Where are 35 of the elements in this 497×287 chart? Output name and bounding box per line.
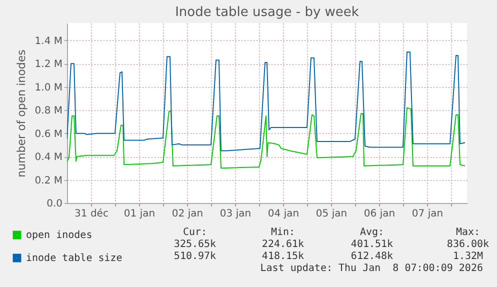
text: Cur: xyxy=(182,227,208,238)
text: 418.15k xyxy=(260,251,306,262)
legend-label: open inodes xyxy=(26,230,92,241)
y-tick-label: 0.2 M xyxy=(34,175,62,186)
text: 401.51k xyxy=(350,239,394,250)
text: 510.97k xyxy=(172,251,218,262)
y-tick-label: 1.0 M xyxy=(34,82,62,94)
y-tick-label: 0.0 xyxy=(46,198,62,210)
x-tick-label: 03 jan xyxy=(220,208,252,220)
line-series xyxy=(67,107,466,169)
text: 612.48k xyxy=(350,251,394,262)
text: 325.65k xyxy=(172,239,218,250)
text: Min: xyxy=(270,227,296,238)
x-tick-label: 06 jan xyxy=(364,208,396,220)
y-tick-label: 0.6 M xyxy=(34,128,62,140)
x-tick-label: 07 jan xyxy=(412,208,444,220)
y-tick-label: 1.2 M xyxy=(34,59,62,70)
y-tick-label: 1.4 M xyxy=(34,36,62,47)
x-tick-label: 02 jan xyxy=(172,208,204,220)
x-tick-label: 31 déc xyxy=(74,208,108,220)
text: Max: xyxy=(454,227,482,238)
text: 1.32M xyxy=(452,251,484,262)
x-tick-label: 01 jan xyxy=(124,208,156,220)
text: Last update: Thu Jan 8 07:00:09 2026 xyxy=(260,263,483,274)
y-tick-label: 0.8 M xyxy=(34,106,62,117)
legend-label: inode table size xyxy=(26,253,122,264)
text: 836.00k xyxy=(446,239,490,250)
text: 224.61k xyxy=(260,239,306,250)
line-series xyxy=(67,52,466,152)
text: Avg: xyxy=(358,227,386,238)
y-axis-title: number of open inodes xyxy=(14,49,28,178)
chart-title: Inode table usage - by week xyxy=(175,5,360,20)
x-tick-label: 05 jan xyxy=(316,208,348,220)
y-tick-label: 0.4 M xyxy=(34,152,62,164)
x-tick-label: 04 jan xyxy=(268,208,300,220)
